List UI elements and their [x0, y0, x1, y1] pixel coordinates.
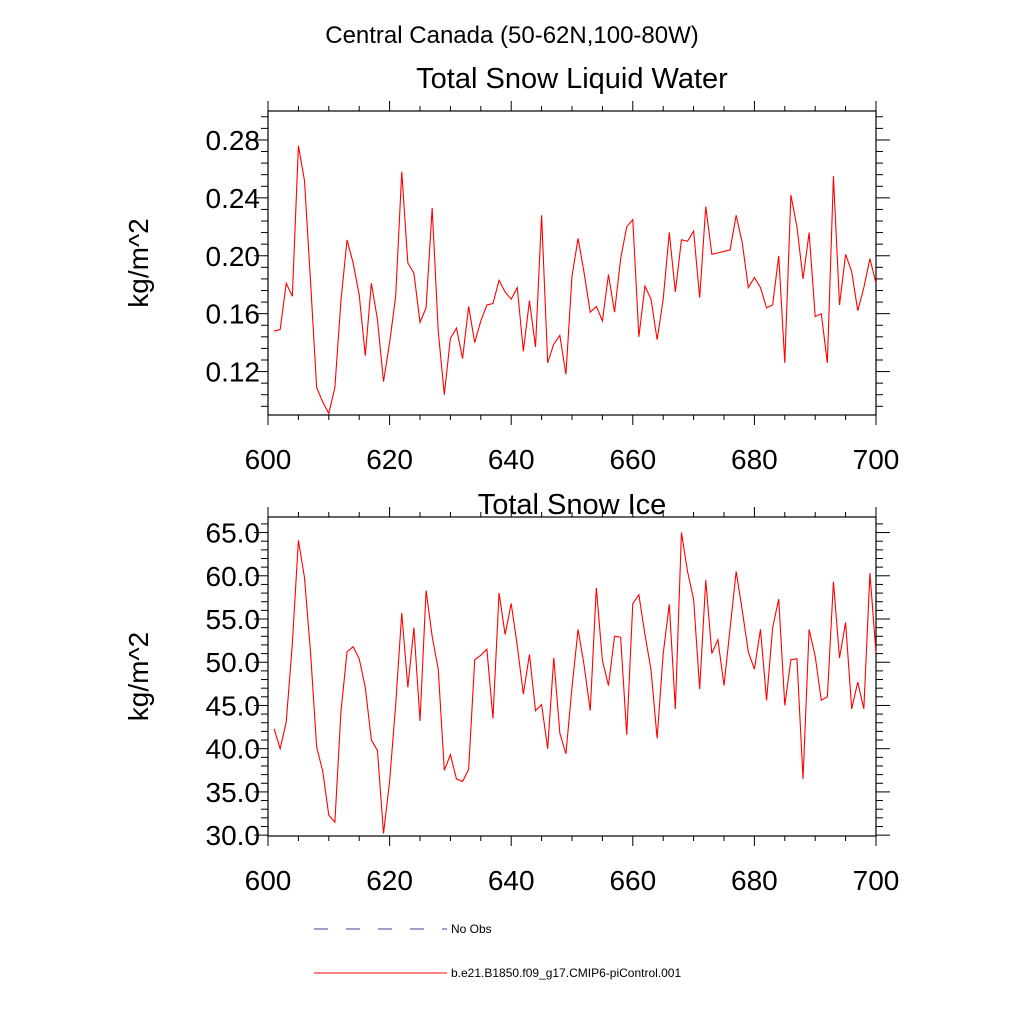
panel-2-y-tick-label: 60.0	[206, 561, 261, 592]
panel-1-x-tick-label: 700	[853, 444, 900, 475]
panel-1-y-tick-label: 0.28	[206, 125, 261, 156]
panels-group: Total Snow Liquid Water 600 620 640 660 680 70…	[123, 63, 899, 896]
panel-2-y-tick-label: 40.0	[206, 734, 261, 765]
panel-1-y-tick-label: 0.24	[206, 183, 261, 214]
panel-2-x-tick-label: 620	[366, 865, 413, 896]
panel-1-x-tick-label: 660	[609, 444, 656, 475]
panel-2-x-tick-label: 640	[488, 865, 535, 896]
panel-2-x-tick-label: 680	[731, 865, 778, 896]
panel-2-y-tick-label: 55.0	[206, 604, 261, 635]
panel-1-x-tick-label: 640	[488, 444, 535, 475]
panel-2-y-tick-label: 65.0	[206, 518, 261, 549]
panel-2-y-tick-label: 50.0	[206, 647, 261, 678]
panel-1-frame	[267, 110, 877, 416]
panel-1-y-tick-label: 0.16	[206, 299, 261, 330]
panel-2-series-line-1	[273, 532, 877, 834]
panel-2-x-tick-label: 600	[245, 865, 292, 896]
panel-2-x-tick-label: 700	[853, 865, 900, 896]
main-title: Central Canada (50-62N,100-80W)	[325, 22, 699, 49]
panel-1-y-axis-label: kg/m^2	[123, 218, 154, 307]
panel-2-y-tick-label: 45.0	[206, 690, 261, 721]
legend-label-1: No Obs	[451, 922, 492, 936]
panel-2-x-tick-label: 660	[609, 865, 656, 896]
panel-1-title: Total Snow Liquid Water	[416, 63, 728, 95]
panel-2-y-axis-label: kg/m^2	[123, 632, 154, 721]
legend-label-2: b.e21.B1850.f09_g17.CMIP6-piControl.001	[451, 966, 681, 980]
panel-1-y-tick-label: 0.20	[206, 241, 261, 272]
panel-2-y-tick-label: 35.0	[206, 777, 261, 808]
panel-1-series-line-1	[273, 145, 877, 416]
legend: No Obs b.e21.B1850.f09_g17.CMIP6-piContro…	[314, 922, 681, 980]
panel-1-x-tick-label: 680	[731, 444, 778, 475]
panel-1-x-tick-label: 620	[366, 444, 413, 475]
panel-2-y-tick-label: 30.0	[206, 820, 261, 851]
panel-1-x-tick-label: 600	[245, 444, 292, 475]
panel-2-frame	[267, 516, 877, 837]
panel-1: Total Snow Liquid Water 600 620 640 660 680 70…	[123, 63, 899, 475]
panel-1-y-tick-label: 0.12	[206, 357, 261, 388]
